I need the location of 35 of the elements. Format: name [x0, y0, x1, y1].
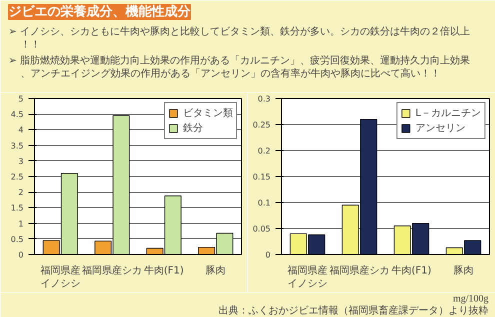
- x-tick-label: 牛肉(F1): [392, 264, 432, 276]
- y-tick-label: 0.3: [258, 94, 271, 104]
- x-tick-label: 牛肉(F1): [144, 264, 184, 276]
- y-tick-label: 0.25: [252, 120, 270, 130]
- text: ➢ イノシシ、シカともに牛肉や豚肉と比較してビタミン類、鉄分が多い。シカの鉄分は牛肉の２倍以上！！: [8, 26, 470, 50]
- y-tick-label: 3.5: [10, 141, 24, 150]
- y-tick-label: 0.5: [10, 234, 24, 244]
- y-tick-label: 0.2: [258, 146, 271, 156]
- chart-title: ジビエの栄養成分、機能性成分: [8, 4, 192, 20]
- y-tick-label: 4.5: [10, 110, 24, 120]
- y-tick-label: 1: [18, 219, 24, 228]
- x-tick-label: 豚肉: [454, 266, 474, 276]
- y-tick-label: 2.5: [10, 172, 24, 182]
- x-tick-label: 福岡県産シカ: [82, 264, 142, 276]
- y-tick-label: 5: [18, 94, 24, 104]
- y-tick-label: 0.15: [252, 172, 270, 182]
- y-tick-label: 0.1: [258, 198, 271, 208]
- y-tick-label: 2: [18, 188, 24, 198]
- x-tick-label: 福岡県産イノシシ: [40, 264, 80, 290]
- y-tick-label: 3: [18, 156, 24, 166]
- legend-label: L－カルニチン: [415, 107, 481, 120]
- x-tick-label: 豚肉: [206, 266, 226, 276]
- y-tick-label: 0.05: [252, 224, 270, 234]
- y-tick-label: 0: [18, 250, 24, 260]
- text: mg/100g: [452, 294, 489, 304]
- x-tick-label: 福岡県産イノシシ: [288, 264, 328, 290]
- legend-label: アンセリン: [415, 122, 466, 135]
- y-tick-label: 1.5: [10, 204, 24, 213]
- y-tick-label: 0: [265, 250, 271, 260]
- y-tick-label: 4: [18, 126, 24, 135]
- legend-label: 鉄分: [183, 122, 203, 135]
- text: ➢ 脂肪燃焼効果や運動能力向上効果の作用がある「カルニチン」、疲労回復効果、運動持久力向上効果、アンチエイジング効果の作用がある「アンセリン」の含有率が牛肉や豚肉に比べて高い！！: [8, 54, 470, 80]
- x-tick-label: 福岡県産シカ: [330, 264, 390, 276]
- legend-label: ビタミン類: [183, 106, 233, 120]
- source-note: 出典：ふくおかジビエ情報（福岡県畜産課データ）より抜粋: [218, 304, 488, 316]
